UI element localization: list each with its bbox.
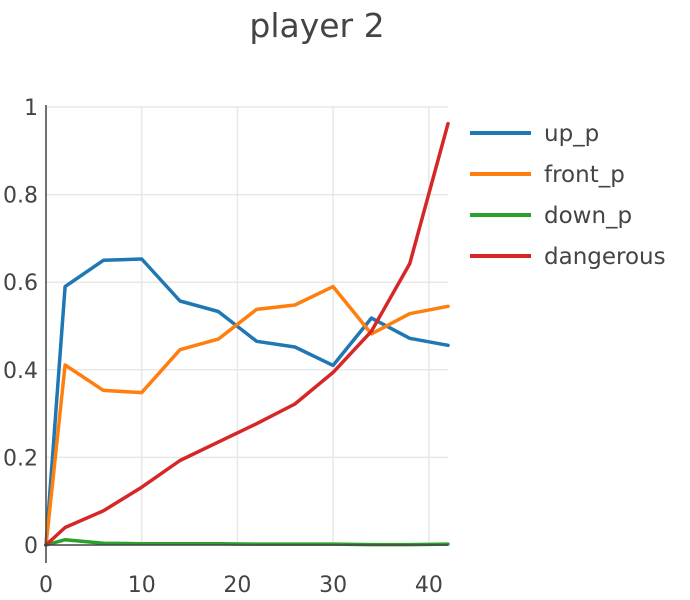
y-tick-label: 0.4 xyxy=(3,359,38,384)
legend-label: front_p xyxy=(544,162,625,188)
series-line-front-p xyxy=(44,284,450,547)
x-tick-label: 20 xyxy=(223,573,251,598)
y-tick-label: 1 xyxy=(24,96,38,121)
y-tick-label: 0.6 xyxy=(3,271,38,296)
legend-label: up_p xyxy=(544,121,599,147)
legend-label: down_p xyxy=(544,203,632,229)
chart-title: player 2 xyxy=(249,6,384,45)
legend: up_p front_p down_p dangerous xyxy=(470,121,666,270)
series-line-down-p xyxy=(44,537,450,547)
legend-item-down-p[interactable]: down_p xyxy=(470,203,632,229)
legend-item-front-p[interactable]: front_p xyxy=(470,162,625,188)
axes: 00.20.40.60.810 10 20 30 40 xyxy=(3,96,448,598)
x-tick-label: 40 xyxy=(415,573,443,598)
grid xyxy=(46,106,448,545)
y-tick-label: 0.8 xyxy=(3,184,38,209)
series-line-dangerous xyxy=(44,121,450,547)
legend-item-dangerous[interactable]: dangerous xyxy=(470,244,666,270)
y-tick-label: 0 xyxy=(24,534,38,559)
legend-item-up-p[interactable]: up_p xyxy=(470,121,599,147)
legend-label: dangerous xyxy=(544,244,666,270)
x-tick-label: 10 xyxy=(128,573,156,598)
x-tick-label: 30 xyxy=(319,573,347,598)
x-tick-label: 0 xyxy=(39,573,53,598)
y-tick-label: 0.2 xyxy=(3,446,38,471)
plot-area xyxy=(44,121,450,547)
